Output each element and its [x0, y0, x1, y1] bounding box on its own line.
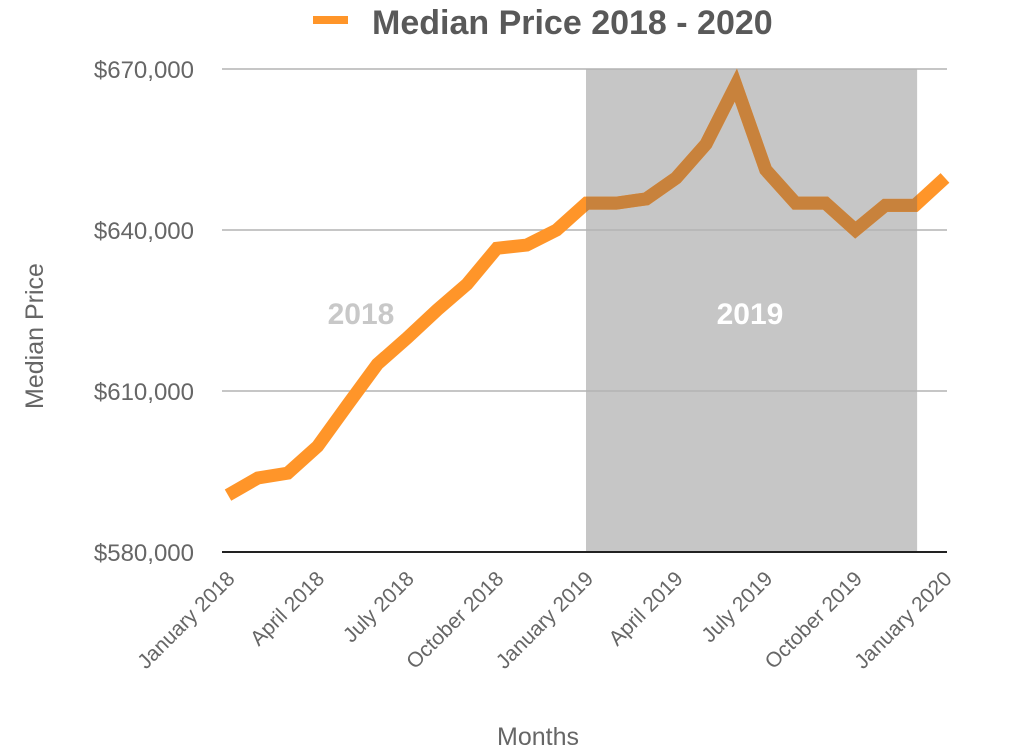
- y-tick-label: $640,000: [94, 218, 194, 245]
- x-tick-label: January 2018: [133, 567, 239, 673]
- y-axis-title: Median Price: [21, 263, 49, 409]
- x-axis-title: Months: [497, 723, 579, 751]
- annotation-2018: 2018: [328, 298, 395, 331]
- gridlines: [222, 68, 947, 392]
- chart-legend: Median Price 2018 - 2020: [313, 4, 773, 42]
- series-median-price: [224, 68, 950, 501]
- y-tick-labels: $580,000 $610,000 $640,000 $670,000: [94, 57, 194, 567]
- highlight-band-2019: [586, 69, 918, 552]
- x-tick-label: April 2019: [605, 567, 688, 650]
- legend-swatch: [313, 16, 348, 24]
- chart-title: Median Price 2018 - 2020: [372, 4, 773, 42]
- y-tick-label: $670,000: [94, 57, 194, 84]
- x-tick-label: April 2018: [246, 567, 329, 650]
- x-tick-label: July 2018: [339, 567, 419, 647]
- y-tick-label: $610,000: [94, 379, 194, 406]
- x-tick-label: July 2019: [697, 567, 777, 647]
- series-line-in-band: [586, 68, 918, 239]
- annotation-2019: 2019: [717, 298, 784, 331]
- y-tick-label: $580,000: [94, 540, 194, 567]
